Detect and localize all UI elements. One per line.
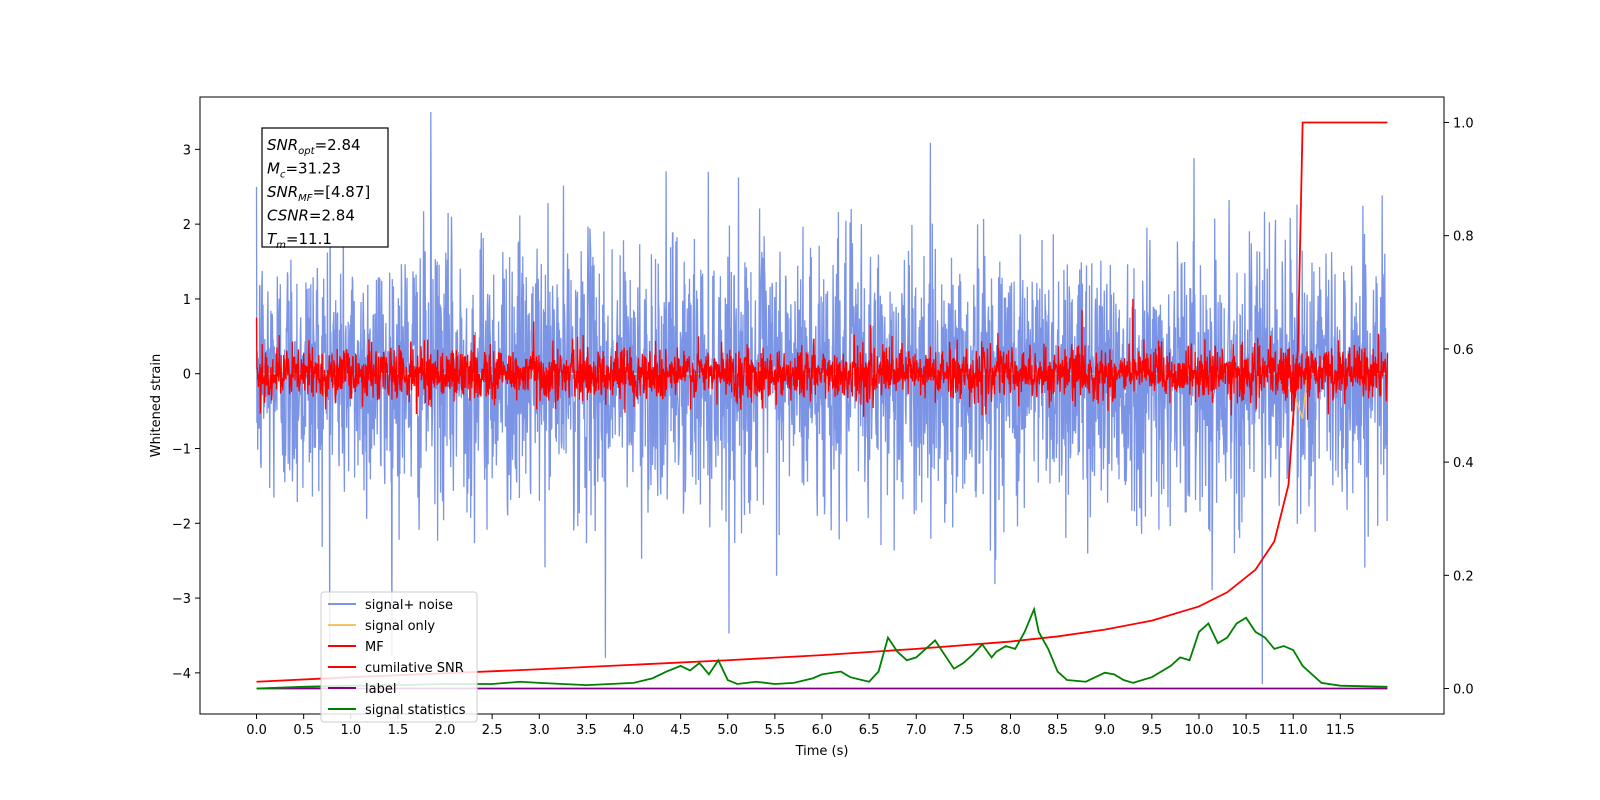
y2-tick-label: 0.6 [1453,343,1474,358]
info-line: Mc=31.23 [267,160,341,181]
x-tick-label: 1.5 [388,723,409,738]
x-tick-label: 0.5 [293,723,314,738]
y2-tick-label: 0.0 [1453,683,1474,698]
y2-tick-label: 0.2 [1453,569,1474,584]
info-line: CSNR=2.84 [267,207,355,225]
x-tick-label: 6.5 [859,723,880,738]
x-tick-label: 6.0 [812,723,833,738]
legend: signal+ noise signal only MF cumilative SNR… [320,591,478,723]
x-tick-label: 9.5 [1142,723,1163,738]
x-tick-label: 8.5 [1047,723,1068,738]
x-tick-label: 3.0 [529,723,550,738]
y-tick-label: −3 [172,592,191,607]
x-tick-label: 7.0 [906,723,927,738]
y-tick-label: 1 [183,293,191,308]
x-tick-label: 1.0 [340,723,361,738]
legend-entry: cumilative SNR [365,661,464,676]
legend-entry: label [365,682,396,697]
x-tick-label: 3.5 [576,723,597,738]
series-cumulative-snr [256,121,1388,683]
y2-tick-label: 1.0 [1453,116,1474,131]
y-tick-label: 0 [183,368,191,383]
y2-tick-label: 0.8 [1453,230,1474,245]
x-tick-label: 2.5 [482,723,503,738]
y2-tick-label: 0.4 [1453,456,1474,471]
y-tick-label: 3 [183,143,191,158]
x-tick-label: 11.5 [1326,723,1355,738]
x-tick-label: 10.5 [1232,723,1261,738]
legend-entry: signal+ noise [365,598,453,613]
info-line: SNRopt=2.84 [267,136,361,157]
series-signal-statistics [256,606,1388,690]
x-tick-label: 8.0 [1000,723,1021,738]
series-mf [255,298,1389,420]
y-axis-label: Whitened strain [149,354,164,457]
legend-entry: signal statistics [365,703,466,718]
legend-entry: signal only [365,619,435,634]
x-tick-label: 2.0 [435,723,456,738]
axes-layer: 0.0 0.5 1.0 1.5 2.0 2.5 3.0 3.5 4.0 4.5 5.0 5.5 6.0 6… [172,96,1474,738]
x-tick-label: 5.5 [765,723,786,738]
y-tick-label: −2 [172,517,191,532]
x-tick-label: 4.0 [623,723,644,738]
x-tick-label: 11.0 [1279,723,1308,738]
info-line: SNRMF=[4.87] [267,183,370,204]
x-tick-label: 10.0 [1184,723,1213,738]
x-tick-label: 5.0 [717,723,738,738]
info-box-frame [261,127,389,248]
legend-entry: MF [365,640,384,655]
y-tick-label: 2 [183,218,191,233]
y-tick-label: −4 [172,667,191,682]
x-axis-label: Time (s) [795,744,849,759]
info-line: Tm=11.1 [267,230,332,251]
x-tick-label: 7.5 [953,723,974,738]
x-tick-label: 4.5 [670,723,691,738]
x-tick-label: 9.0 [1094,723,1115,738]
x-tick-label: 0.0 [246,723,267,738]
y-tick-label: −1 [172,443,191,458]
plot-layer [255,111,1389,690]
legend-frame [320,591,478,723]
